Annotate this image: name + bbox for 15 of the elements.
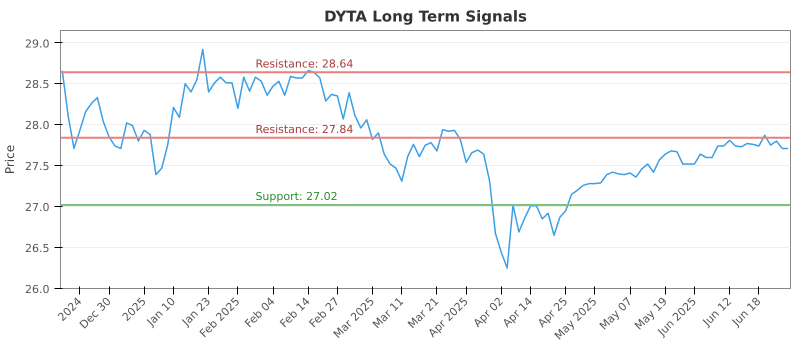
y-tick-label: 26.5 xyxy=(25,242,50,256)
ref-line-label: Resistance: 27.84 xyxy=(255,122,354,136)
y-tick-label: 27.5 xyxy=(25,160,50,174)
y-tick-label: 28.5 xyxy=(25,78,50,92)
line-series xyxy=(62,48,789,269)
y-tick-label: 28.0 xyxy=(25,119,50,132)
chart-title: DYTA Long Term Signals xyxy=(324,8,527,26)
x-tick-label: Jan 10 xyxy=(144,294,178,330)
y-tick-label: 27.0 xyxy=(25,201,50,214)
y-tick-label: 26.0 xyxy=(25,283,50,296)
y-axis-title: Price xyxy=(3,144,18,174)
y-tick-label: 29.0 xyxy=(25,37,50,50)
x-tick-label: Feb 04 xyxy=(242,294,278,330)
ref-line-label: Resistance: 28.64 xyxy=(255,57,354,70)
ref-line-label: Support: 27.02 xyxy=(255,190,338,203)
